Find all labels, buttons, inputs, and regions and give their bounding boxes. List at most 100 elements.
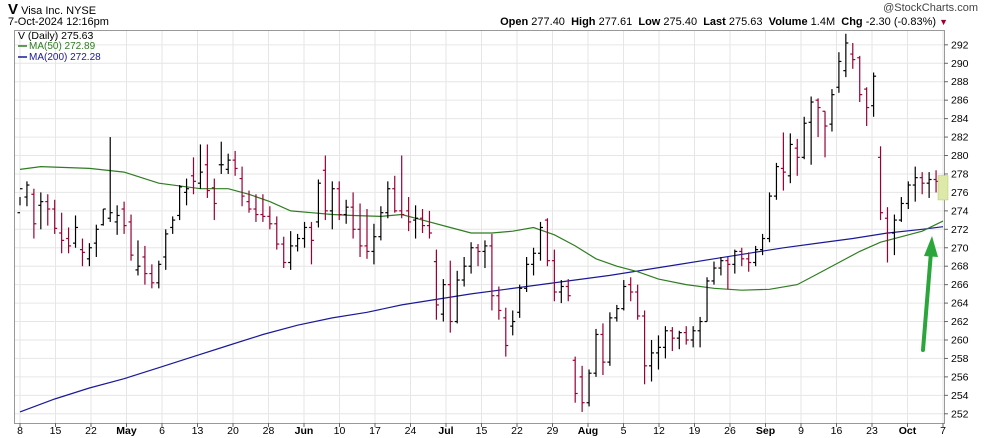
ma200-line <box>19 226 944 413</box>
x-tick-label: 23 <box>866 425 878 437</box>
ohlc-bar <box>683 326 689 345</box>
ohlc-bar <box>107 137 113 222</box>
quote-summary: Open 277.40 High 277.61 Low 275.40 Last … <box>500 16 948 28</box>
y-axis: 252 254 256 258 260 262 264 266 268 270 272 274 276 2… <box>944 39 969 420</box>
ohlc-bar <box>17 188 23 214</box>
ohlc-bar <box>211 178 217 221</box>
y-tick-label: 254 <box>951 390 969 402</box>
ohlc-bar <box>919 172 925 195</box>
ohlc-bar <box>489 233 495 311</box>
ohlc-bar <box>343 199 349 224</box>
x-tick-label: 20 <box>227 425 239 437</box>
ohlc-bar <box>454 270 460 324</box>
x-tick-label: Jun <box>295 425 314 437</box>
crossover-arrow-head <box>924 236 938 257</box>
ohlc-bar <box>586 369 592 407</box>
ohlc-bar <box>114 205 120 235</box>
ohlc-bar <box>357 203 363 257</box>
ohlc-bar <box>426 210 432 239</box>
annotations <box>921 175 949 352</box>
ohlc-bar <box>544 218 550 267</box>
x-tick-label: 16 <box>831 425 843 437</box>
chart-datetime: 7-Oct-2024 12:16pm <box>8 16 109 28</box>
ma50-group <box>19 165 944 291</box>
ohlc-bar <box>801 116 807 160</box>
ohlc-bar <box>600 323 606 376</box>
ohlc-bar <box>537 221 543 261</box>
ohlc-bar <box>420 209 426 233</box>
ohlc-bar <box>100 208 106 226</box>
ohlc-bar <box>482 240 488 269</box>
ohlc-bar <box>52 199 58 234</box>
ohlc-bar <box>524 256 530 293</box>
ohlc-bar <box>121 201 127 234</box>
ohlc-bar <box>780 132 786 191</box>
ohlc-bar <box>517 284 523 318</box>
y-tick-label: 266 <box>951 279 969 291</box>
ohlc-bar <box>149 264 155 289</box>
ohlc-bar <box>669 327 675 352</box>
ohlc-bar <box>878 146 884 221</box>
ohlc-bar <box>385 181 391 219</box>
ma50-line <box>19 165 944 291</box>
x-tick-label: 8 <box>17 425 23 437</box>
ohlc-bar <box>45 194 51 226</box>
source-label: @StockCharts.com <box>883 2 978 14</box>
x-tick-label: 13 <box>192 425 204 437</box>
ticker-title: V Visa Inc. NYSE <box>8 1 96 18</box>
x-tick-label: 29 <box>547 425 559 437</box>
ohlc-bar <box>510 310 516 336</box>
ohlc-bar <box>503 307 509 357</box>
ohlc-bar <box>440 279 446 322</box>
x-tick-label: 28 <box>263 425 275 437</box>
ohlc-bar <box>808 96 814 165</box>
plot-frame <box>14 30 945 424</box>
ohlc-bar <box>260 194 266 222</box>
y-tick-label: 268 <box>951 261 969 273</box>
ohlc-bar <box>253 194 259 222</box>
ohlc-bar <box>767 192 773 243</box>
x-tick-label: 22 <box>511 425 523 437</box>
ohlc-bar <box>142 245 148 285</box>
ohlc-bar <box>295 233 301 252</box>
ohlc-bar <box>246 190 252 213</box>
y-tick-label: 262 <box>951 316 969 328</box>
x-tick-label: 17 <box>369 425 381 437</box>
exchange-name: NYSE <box>66 5 97 17</box>
y-tick-label: 256 <box>951 371 969 383</box>
y-tick-label: 252 <box>951 408 969 420</box>
ohlc-bar <box>24 181 30 207</box>
ohlc-bar <box>399 155 405 219</box>
ohlc-bar <box>274 216 280 250</box>
x-tick-label: 15 <box>50 425 62 437</box>
ohlc-bar <box>773 162 779 200</box>
ohlc-bar <box>218 141 224 174</box>
ohlc-bar <box>753 245 759 267</box>
ohlc-bar <box>329 181 335 230</box>
ohlc-bar <box>475 244 481 267</box>
ohlc-bar <box>371 223 377 265</box>
x-tick-label: 10 <box>334 425 346 437</box>
last-bar-highlight <box>937 175 949 201</box>
x-tick-label: 9 <box>798 425 804 437</box>
ohlc-bar <box>531 247 537 276</box>
ohlc-bar <box>711 261 717 285</box>
ohlc-bar <box>635 284 641 320</box>
ohlc-bar <box>364 209 370 259</box>
legend-ma200-label: MA(200) 272.28 <box>29 52 101 63</box>
y-tick-label: 286 <box>951 95 969 107</box>
ohlc-bar <box>704 277 710 323</box>
x-tick-label: 7 <box>940 425 946 437</box>
ohlc-bar <box>336 181 342 221</box>
y-tick-label: 276 <box>951 187 969 199</box>
ohlc-bar <box>579 365 585 412</box>
x-tick-label: Sep <box>756 425 775 437</box>
ohlc-bar <box>642 310 648 385</box>
ohlc-bar <box>31 188 37 239</box>
y-tick-label: 284 <box>951 113 969 125</box>
ohlc-bar <box>350 192 356 239</box>
ohlc-bar <box>551 249 557 302</box>
x-tick-label: 19 <box>689 425 701 437</box>
